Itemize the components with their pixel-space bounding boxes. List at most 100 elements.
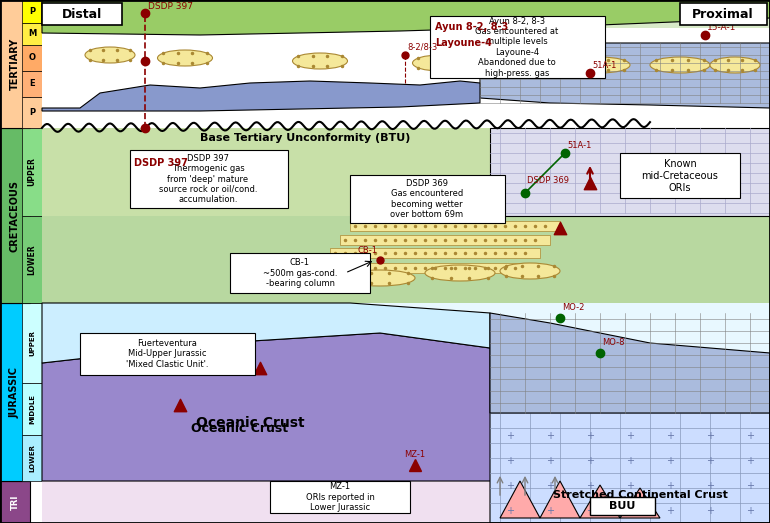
- Ellipse shape: [425, 265, 495, 281]
- Ellipse shape: [650, 57, 710, 73]
- Text: MIDDLE: MIDDLE: [29, 394, 35, 424]
- Bar: [680, 3, 767, 25]
- Bar: [22, 383, 42, 435]
- Ellipse shape: [158, 50, 213, 66]
- Bar: [22, 97, 42, 128]
- Point: [584, 179, 596, 187]
- Text: P: P: [29, 108, 35, 117]
- Bar: [42, 28, 770, 128]
- Bar: [22, 45, 42, 71]
- Bar: [350, 175, 505, 223]
- Bar: [22, 435, 42, 481]
- Polygon shape: [540, 481, 580, 518]
- Text: LOWER: LOWER: [29, 444, 35, 472]
- Text: +: +: [586, 506, 594, 516]
- Polygon shape: [490, 348, 770, 523]
- Text: Oceanic Crust: Oceanic Crust: [196, 416, 304, 430]
- Ellipse shape: [413, 55, 467, 71]
- Bar: [42, 128, 492, 216]
- Polygon shape: [490, 128, 770, 216]
- Bar: [0, 0, 30, 128]
- Bar: [42, 3, 122, 25]
- Bar: [22, 23, 42, 45]
- Bar: [42, 216, 770, 303]
- Bar: [350, 221, 560, 231]
- Text: +: +: [706, 431, 714, 441]
- Text: +: +: [666, 431, 674, 441]
- Text: DSDP 369: DSDP 369: [527, 176, 569, 185]
- Text: +: +: [506, 456, 514, 466]
- Bar: [22, 0, 42, 23]
- Text: +: +: [666, 481, 674, 491]
- Bar: [42, 481, 770, 523]
- Text: TERTIARY: TERTIARY: [10, 38, 20, 90]
- Polygon shape: [500, 481, 540, 518]
- Text: +: +: [586, 431, 594, 441]
- Text: DSDP 397: DSDP 397: [148, 2, 193, 11]
- Text: +: +: [666, 456, 674, 466]
- Text: P: P: [29, 7, 35, 16]
- Text: +: +: [706, 481, 714, 491]
- Bar: [620, 153, 740, 198]
- Text: +: +: [746, 506, 754, 516]
- Ellipse shape: [293, 53, 347, 69]
- Bar: [270, 481, 410, 513]
- Text: +: +: [746, 456, 754, 466]
- Text: Layoune-4: Layoune-4: [435, 38, 492, 48]
- Text: +: +: [506, 481, 514, 491]
- Bar: [130, 150, 288, 208]
- Text: +: +: [706, 456, 714, 466]
- Text: O: O: [28, 53, 35, 63]
- Text: Ayun 8-2, 8-3: Ayun 8-2, 8-3: [435, 22, 508, 32]
- Bar: [320, 263, 530, 273]
- Bar: [22, 128, 42, 216]
- Text: 51A-1: 51A-1: [567, 141, 591, 150]
- Text: DSDP 369
Gas encountered
becoming wetter
over bottom 69m: DSDP 369 Gas encountered becoming wetter…: [390, 179, 464, 219]
- Bar: [0, 303, 30, 481]
- Polygon shape: [620, 488, 660, 518]
- Ellipse shape: [483, 55, 537, 71]
- Point: [174, 401, 186, 409]
- Text: UPPER: UPPER: [29, 330, 35, 356]
- Text: JURASSIC: JURASSIC: [10, 367, 20, 417]
- Text: Known
mid-Cretaceous
ORIs: Known mid-Cretaceous ORIs: [641, 160, 718, 192]
- Text: +: +: [746, 481, 754, 491]
- Text: +: +: [626, 431, 634, 441]
- Text: +: +: [626, 481, 634, 491]
- Text: CRETACEOUS: CRETACEOUS: [10, 180, 20, 252]
- Text: Distal: Distal: [62, 7, 102, 20]
- Text: +: +: [586, 481, 594, 491]
- Text: CB-1: CB-1: [358, 246, 378, 255]
- Text: +: +: [546, 506, 554, 516]
- Text: +: +: [506, 506, 514, 516]
- Bar: [80, 333, 255, 375]
- Text: DSDP 397: DSDP 397: [134, 158, 188, 168]
- Text: 15-A-1: 15-A-1: [707, 23, 736, 32]
- Text: Proximal: Proximal: [692, 7, 754, 20]
- Polygon shape: [42, 303, 490, 363]
- Polygon shape: [580, 485, 620, 518]
- Bar: [340, 235, 550, 245]
- Text: +: +: [746, 431, 754, 441]
- Ellipse shape: [500, 263, 560, 279]
- Polygon shape: [490, 313, 770, 413]
- Bar: [22, 71, 42, 97]
- Text: M: M: [28, 29, 36, 39]
- Text: +: +: [546, 456, 554, 466]
- Text: +: +: [706, 506, 714, 516]
- Ellipse shape: [570, 57, 630, 73]
- Text: 8-2/8-3: 8-2/8-3: [407, 43, 437, 52]
- Text: +: +: [626, 456, 634, 466]
- Text: +: +: [666, 506, 674, 516]
- Text: Ayun 8-2, 8-3
Gas encountered at
multiple levels
Layoune-4
Abandoned due to
high: Ayun 8-2, 8-3 Gas encountered at multipl…: [475, 17, 558, 77]
- Point: [254, 364, 266, 372]
- Bar: [0, 481, 30, 523]
- Ellipse shape: [345, 270, 415, 286]
- Text: Stretched Continental Crust: Stretched Continental Crust: [553, 490, 728, 500]
- Text: TRI: TRI: [11, 494, 19, 510]
- Bar: [42, 303, 770, 481]
- Text: MO-2: MO-2: [562, 303, 584, 312]
- Bar: [230, 253, 370, 293]
- Text: BUU: BUU: [609, 501, 635, 511]
- Text: Oceanic Crust: Oceanic Crust: [192, 422, 289, 435]
